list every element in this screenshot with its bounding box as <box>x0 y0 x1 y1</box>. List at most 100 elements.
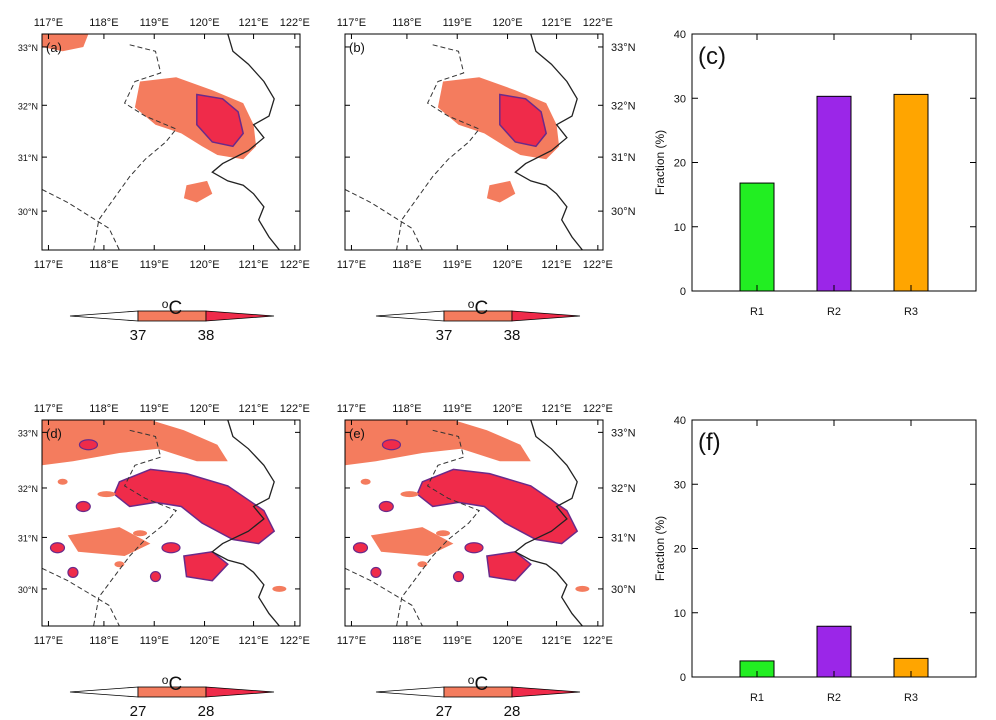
x-tick-label: R1 <box>750 306 764 318</box>
shade-blob <box>352 542 369 554</box>
shade-blob <box>432 441 443 448</box>
province-border <box>345 189 423 250</box>
shade-blob <box>417 561 428 568</box>
province-border <box>42 189 120 250</box>
lon-tick-label-bottom: 117°E <box>337 635 366 647</box>
shade-blob <box>272 585 287 592</box>
panel-label: (e) <box>349 426 365 441</box>
lon-tick-label-top: 118°E <box>89 17 118 29</box>
lat-tick-label: 30°N <box>18 207 38 217</box>
province-border <box>93 44 178 250</box>
map-frame <box>344 419 604 627</box>
lon-tick-label-bottom: 118°E <box>392 635 421 647</box>
lon-tick-label-bottom: 122°E <box>583 259 613 271</box>
shade-blob <box>381 439 402 451</box>
colorbar-high-triangle <box>511 686 581 698</box>
colorbar-label-high: 38 <box>198 327 215 344</box>
shade-band-high <box>486 551 532 582</box>
shade-blob <box>400 491 419 498</box>
shade-band-low <box>42 34 89 52</box>
bar-r1 <box>739 182 775 292</box>
lon-tick-label-bottom: 119°E <box>443 259 472 271</box>
shade-band-low <box>486 180 516 203</box>
y-axis-label: Fraction (%) <box>653 130 667 195</box>
y-tick-label: 20 <box>674 158 686 170</box>
shade-blob <box>57 478 68 485</box>
shade-blob <box>161 542 181 554</box>
shade-band-high <box>183 551 229 582</box>
lon-tick-label-top: 118°E <box>392 403 421 415</box>
lon-tick-label-bottom: 121°E <box>239 635 269 647</box>
lat-tick-label: 32°N <box>18 101 38 111</box>
colorbar: oC 37 38 <box>375 297 581 344</box>
colorbar-label-low: 37 <box>436 327 453 344</box>
shade-band-low <box>183 180 213 203</box>
province-border <box>42 567 120 626</box>
x-tick-label: R1 <box>750 692 764 704</box>
shade-blob <box>129 441 140 448</box>
lon-tick-label-top: 122°E <box>280 403 310 415</box>
colorbar-low-triangle <box>375 310 445 322</box>
colorbar-label-low: 37 <box>130 327 147 344</box>
lat-tick-label: 31°N <box>611 152 636 164</box>
colorbar: oC 27 28 <box>375 673 581 720</box>
shade-blob <box>149 570 162 583</box>
lon-tick-label-top: 120°E <box>492 17 522 29</box>
colorbar-low-triangle <box>375 686 445 698</box>
lon-tick-label-top: 119°E <box>140 403 169 415</box>
lat-tick-label: 30°N <box>611 584 636 596</box>
y-tick-label: 10 <box>674 608 686 620</box>
shade-band-high <box>113 468 276 545</box>
colorbar-unit: oC <box>468 673 488 695</box>
colorbar: oC 27 28 <box>69 673 275 720</box>
coastline <box>211 34 280 250</box>
shade-blob <box>67 566 79 579</box>
colorbar-label-low: 27 <box>130 703 147 720</box>
lat-tick-label: 31°N <box>18 533 38 543</box>
lon-tick-label-top: 117°E <box>337 403 366 415</box>
colorbar-label-high: 28 <box>198 703 215 720</box>
lon-tick-label-bottom: 122°E <box>280 259 310 271</box>
shade-blob <box>378 500 394 513</box>
x-tick-label: R2 <box>827 306 841 318</box>
lon-tick-label-top: 121°E <box>542 17 572 29</box>
panel-label: (b) <box>349 40 365 55</box>
lon-tick-label-bottom: 122°E <box>280 635 310 647</box>
bar-chart: 0 10 20 30 40 Fraction (%) (f) R1 R2 R3 <box>653 415 977 704</box>
shade-blob <box>575 585 590 592</box>
lon-tick-label-top: 120°E <box>189 403 219 415</box>
province-border <box>93 429 178 626</box>
lon-tick-label-top: 117°E <box>34 403 63 415</box>
colorbar-unit: oC <box>468 297 488 319</box>
lon-tick-label-top: 120°E <box>492 403 522 415</box>
shade-blob <box>97 491 116 498</box>
lon-tick-label-top: 117°E <box>337 17 366 29</box>
lat-tick-label: 33°N <box>611 42 636 54</box>
lon-tick-label-top: 122°E <box>280 17 310 29</box>
lon-tick-label-bottom: 121°E <box>542 259 572 271</box>
lon-tick-label-bottom: 120°E <box>189 635 219 647</box>
lon-tick-label-top: 117°E <box>34 17 63 29</box>
y-tick-label: 20 <box>674 544 686 556</box>
lat-tick-label: 32°N <box>611 100 636 112</box>
lon-tick-label-top: 122°E <box>583 403 613 415</box>
shade-band-low <box>370 527 454 556</box>
y-axis-label: Fraction (%) <box>653 516 667 581</box>
colorbar-unit: oC <box>162 673 182 695</box>
shade-blob <box>75 500 91 513</box>
bar-r2 <box>816 95 852 292</box>
bar-r3 <box>893 93 929 292</box>
panel-label: (f) <box>698 429 721 456</box>
map-frame <box>344 33 604 251</box>
lon-tick-label-bottom: 120°E <box>189 259 219 271</box>
coastline <box>514 34 583 250</box>
colorbar-label-high: 38 <box>504 327 521 344</box>
y-tick-label: 40 <box>674 415 686 427</box>
colorbar-high-triangle <box>205 310 275 322</box>
shade-blob <box>370 566 382 579</box>
y-tick-label: 30 <box>674 479 686 491</box>
lon-tick-label-bottom: 120°E <box>492 259 522 271</box>
colorbar-low-triangle <box>69 686 139 698</box>
coastline <box>514 420 583 626</box>
